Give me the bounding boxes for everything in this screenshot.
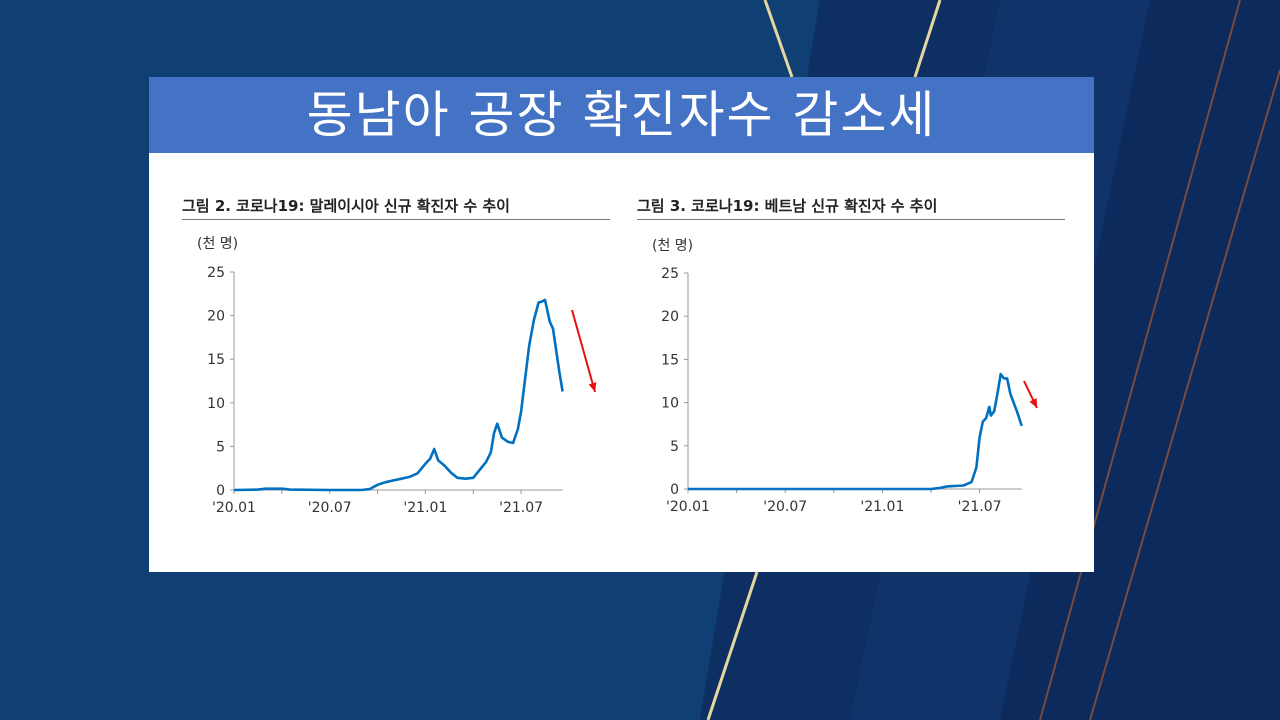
y-tick-label: 25 xyxy=(207,265,225,281)
y-tick-label: 20 xyxy=(661,309,679,325)
brown-line xyxy=(1039,0,1241,720)
y-tick-label: 25 xyxy=(661,266,679,282)
x-tick-label: '20.07 xyxy=(308,500,352,516)
brown-line xyxy=(1089,69,1280,720)
y-tick-label: 15 xyxy=(207,352,225,368)
y-tick-label: 10 xyxy=(661,396,679,412)
chart-title-malaysia: 그림 2. 코로나19: 말레이시아 신규 확진자 수 추이 xyxy=(182,197,510,215)
y-tick-label: 20 xyxy=(207,309,225,325)
trend-arrow xyxy=(571,309,596,393)
gold-line xyxy=(913,0,942,78)
y-tick-label: 10 xyxy=(207,396,225,412)
y-tick-label: 5 xyxy=(670,439,679,455)
x-tick-label: '21.01 xyxy=(403,500,447,516)
x-tick-label: '20.01 xyxy=(666,499,710,515)
trend-arrow-head xyxy=(588,382,597,392)
title-rule xyxy=(637,219,1065,220)
y-unit-label: (천 명) xyxy=(197,236,239,252)
chart-title-vietnam: 그림 3. 코로나19: 베트남 신규 확진자 수 추이 xyxy=(637,197,938,215)
line-chart-1: 0 5 10 15 20 25 '20.01 '20.07 '21.01 '21.07 xyxy=(661,266,1038,515)
gold-line xyxy=(706,571,759,720)
title-rule xyxy=(182,219,610,220)
y-tick-label: 15 xyxy=(661,352,679,368)
x-tick-label: '20.01 xyxy=(212,500,256,516)
line-chart-0: 0 5 10 15 20 25 '20.01 '20.07 '21.01 '21.07 xyxy=(207,265,597,516)
gold-line xyxy=(763,0,794,78)
y-unit-label: (천 명) xyxy=(652,238,694,254)
y-tick-label: 0 xyxy=(670,482,679,498)
x-tick-label: '20.07 xyxy=(763,499,807,515)
y-tick-label: 5 xyxy=(216,439,225,455)
series-line xyxy=(233,298,564,492)
series-line xyxy=(688,372,1023,491)
chart-card: 그림 2. 코로나19: 말레이시아 신규 확진자 수 추이 (천 명) 그림 … xyxy=(149,153,1094,572)
x-tick-label: '21.07 xyxy=(958,499,1002,515)
y-tick-label: 0 xyxy=(216,483,225,499)
slide-title: 동남아 공장 확진자수 감소세 xyxy=(149,77,1094,153)
x-tick-label: '21.01 xyxy=(860,499,904,515)
trend-arrow-head xyxy=(1029,398,1037,408)
x-tick-label: '21.07 xyxy=(499,500,543,516)
